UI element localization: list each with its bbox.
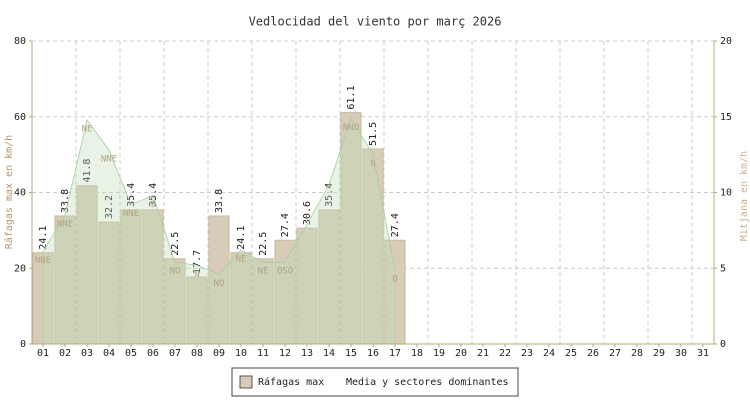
value-label: 32.2	[104, 195, 115, 219]
legend-swatch	[239, 375, 253, 389]
y2-tick-label: 10	[720, 188, 732, 199]
direction-label: NO	[170, 267, 181, 277]
y2-tick-label: 20	[720, 36, 732, 47]
y-tick-label: 0	[20, 339, 26, 350]
average-area	[42, 117, 396, 345]
x-tick-label: 04	[103, 348, 115, 359]
direction-label: N	[194, 270, 199, 280]
value-label: 33.8	[214, 189, 225, 213]
x-tick-label: 09	[213, 348, 225, 359]
x-tick-label: 20	[455, 348, 467, 359]
direction-label: NNE	[35, 256, 51, 266]
x-tick-label: 27	[609, 348, 621, 359]
x-tick-label: 01	[37, 348, 49, 359]
x-tick-label: 25	[565, 348, 577, 359]
x-tick-label: 29	[653, 348, 665, 359]
x-tick-label: 26	[587, 348, 599, 359]
direction-label: NNE	[101, 155, 117, 165]
direction-label: NE	[258, 267, 269, 277]
direction-label: S	[150, 200, 155, 210]
x-tick-label: 21	[477, 348, 489, 359]
chart-title: Vedlocidad del viento por març 2026	[249, 15, 502, 29]
direction-label: O	[392, 274, 397, 284]
x-tick-label: 02	[59, 348, 71, 359]
value-label: 35.4	[126, 183, 137, 207]
value-label: 24.1	[236, 226, 247, 250]
x-tick-label: 07	[169, 348, 181, 359]
y-tick-label: 80	[14, 36, 26, 47]
legend	[231, 367, 519, 397]
x-tick-label: 05	[125, 348, 137, 359]
x-tick-label: 10	[235, 348, 247, 359]
x-tick-label: 15	[345, 348, 357, 359]
value-label: 27.4	[390, 213, 401, 237]
y-tick-label: 20	[14, 263, 26, 274]
value-label: 27.4	[280, 213, 291, 237]
value-label: 24.1	[38, 226, 49, 250]
x-tick-label: 30	[675, 348, 687, 359]
value-label: 33.8	[60, 189, 71, 213]
value-label: 35.4	[324, 183, 335, 207]
x-tick-label: 11	[257, 348, 269, 359]
value-label: 22.5	[258, 232, 269, 256]
x-tick-label: 17	[389, 348, 401, 359]
direction-label: NNE	[57, 220, 73, 230]
x-tick-label: 16	[367, 348, 379, 359]
direction-label: NE	[82, 124, 93, 134]
y-tick-label: 40	[14, 188, 26, 199]
x-tick-label: 19	[433, 348, 445, 359]
x-tick-label: 12	[279, 348, 291, 359]
x-tick-label: 24	[543, 348, 555, 359]
value-label: 22.5	[170, 232, 181, 256]
x-tick-label: 28	[631, 348, 643, 359]
value-label: 51.5	[368, 122, 379, 146]
direction-label: NNE	[123, 209, 139, 219]
legend-label: Media y sectores dominantes	[346, 377, 509, 388]
x-tick-label: 22	[499, 348, 511, 359]
direction-label: OSO	[277, 267, 293, 277]
x-tick-label: 08	[191, 348, 203, 359]
direction-label: NO	[214, 279, 225, 289]
y2-axis-label: Mitjana en km/h	[739, 151, 750, 241]
value-label: 30.6	[302, 201, 313, 225]
y2-tick-label: 0	[720, 339, 726, 350]
x-tick-label: 06	[147, 348, 159, 359]
direction-label: NE	[236, 255, 247, 265]
x-tick-label: 18	[411, 348, 423, 359]
x-tick-label: 23	[521, 348, 533, 359]
y2-tick-label: 5	[720, 263, 726, 274]
value-label: 35.4	[148, 183, 159, 207]
y-tick-label: 60	[14, 112, 26, 123]
value-label: 17.7	[192, 250, 203, 274]
value-label: 61.1	[346, 85, 357, 109]
value-label: 41.8	[82, 159, 93, 183]
x-tick-label: 03	[81, 348, 93, 359]
legend-label: Ráfagas max	[258, 376, 324, 388]
y2-tick-label: 15	[720, 112, 732, 123]
x-tick-label: 31	[697, 348, 709, 359]
x-tick-label: 14	[323, 348, 335, 359]
x-tick-label: 13	[301, 348, 313, 359]
y-axis-label: Ráfagas max en km/h	[3, 135, 15, 249]
direction-label: N	[370, 159, 375, 169]
direction-label: NNO	[343, 123, 359, 133]
